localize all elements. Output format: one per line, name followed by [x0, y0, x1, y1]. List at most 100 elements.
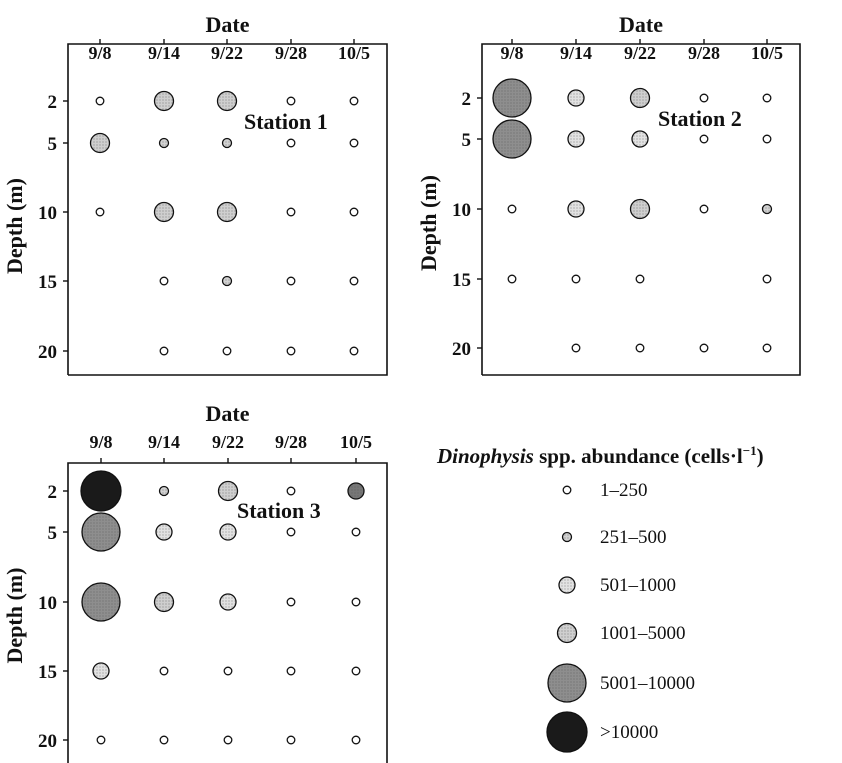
data-point — [92, 662, 110, 680]
data-point — [81, 582, 121, 622]
data-point — [159, 276, 169, 286]
legend-label: >10000 — [600, 722, 658, 743]
data-point — [351, 597, 361, 607]
x-tick-label: 9/28 — [275, 43, 307, 63]
y-tick-label: 10 — [38, 593, 57, 614]
data-point — [349, 207, 359, 217]
data-point — [349, 138, 359, 148]
data-point — [286, 207, 296, 217]
legend-title-rest: spp. abundance (cells·l — [534, 444, 743, 468]
data-point — [571, 343, 581, 353]
x-tick-label: 9/14 — [148, 43, 180, 63]
data-point — [217, 480, 239, 502]
legend-swatch — [546, 711, 588, 753]
data-point — [81, 512, 121, 552]
y-axis-title: Depth (m) — [2, 568, 27, 664]
x-tick-label: 9/14 — [148, 432, 180, 452]
panel-station-2: Date 9/8 9/14 9/22 9/28 10/5 2 5 10 15 20 Depth (m)… — [416, 12, 801, 376]
x-tick-label: 10/5 — [340, 432, 372, 452]
data-point — [567, 89, 585, 107]
y-tick-label: 15 — [452, 270, 471, 291]
station-title: Station 1 — [244, 109, 328, 134]
data-point — [159, 735, 169, 745]
y-tick-label: 10 — [452, 200, 471, 221]
data-point — [158, 485, 170, 497]
data-point — [219, 593, 237, 611]
data-point — [222, 346, 232, 356]
data-point — [286, 276, 296, 286]
legend: Dinophysis spp. abundance (cells·l−1) 1–… — [436, 443, 764, 753]
data-point — [507, 204, 517, 214]
data-point — [762, 93, 772, 103]
data-point — [158, 137, 170, 149]
legend-swatch — [547, 663, 587, 703]
data-point — [349, 346, 359, 356]
y-tick-label: 5 — [462, 130, 472, 151]
legend-item: 501–1000 — [558, 575, 676, 596]
data-point — [80, 470, 122, 512]
y-tick-label: 20 — [38, 731, 57, 752]
legend-item: 1–250 — [562, 480, 648, 501]
y-axis-title: Depth (m) — [2, 178, 27, 274]
data-point — [351, 666, 361, 676]
data-point — [216, 201, 238, 223]
data-point — [347, 482, 365, 500]
data-point — [762, 343, 772, 353]
data-point — [351, 527, 361, 537]
plot-frame — [67, 43, 388, 376]
data-point — [153, 90, 175, 112]
plot-frame — [481, 43, 801, 376]
y-tick-label: 20 — [38, 342, 57, 363]
legend-label: 251–500 — [600, 527, 667, 548]
data-point — [155, 523, 173, 541]
x-tick-label: 9/8 — [88, 43, 111, 63]
x-tick-label: 9/14 — [560, 43, 592, 63]
legend-swatch — [558, 576, 576, 594]
x-axis-title: Date — [206, 12, 250, 37]
y-tick-label: 10 — [38, 203, 57, 224]
data-point — [571, 274, 581, 284]
data-point — [221, 275, 233, 287]
data-point — [567, 200, 585, 218]
data-point — [635, 274, 645, 284]
legend-item: >10000 — [546, 711, 658, 753]
data-point — [762, 134, 772, 144]
data-point — [95, 207, 105, 217]
legend-label: 5001–10000 — [600, 673, 695, 694]
legend-swatch — [556, 622, 578, 644]
y-tick-label: 5 — [48, 134, 58, 155]
data-point — [631, 130, 649, 148]
data-point — [153, 201, 175, 223]
legend-item: 1001–5000 — [556, 622, 686, 644]
y-tick-label: 5 — [48, 523, 58, 544]
x-tick-label: 9/28 — [688, 43, 720, 63]
data-point — [286, 96, 296, 106]
data-point — [219, 523, 237, 541]
data-point — [699, 93, 709, 103]
data-point — [221, 137, 233, 149]
x-axis-title: Date — [206, 401, 250, 426]
legend-title-species: Dinophysis — [436, 444, 534, 468]
data-point — [223, 666, 233, 676]
station-title: Station 2 — [658, 106, 742, 131]
data-point — [492, 78, 532, 118]
x-tick-label: 9/28 — [275, 432, 307, 452]
legend-label: 1–250 — [600, 480, 648, 501]
legend-title-sup: −1 — [743, 443, 757, 458]
panel-station-1: Date 9/8 9/14 9/22 9/28 10/5 2 5 10 15 20 Depth (m)… — [2, 12, 388, 376]
legend-swatch — [562, 485, 572, 495]
legend-label: 1001–5000 — [600, 623, 686, 644]
legend-item: 251–500 — [561, 527, 667, 548]
y-axis-title: Depth (m) — [416, 175, 441, 271]
station-title: Station 3 — [237, 498, 321, 523]
data-point — [159, 666, 169, 676]
x-axis-title: Date — [619, 12, 663, 37]
data-point — [286, 138, 296, 148]
data-point — [507, 274, 517, 284]
data-point — [761, 203, 773, 215]
data-point — [159, 346, 169, 356]
legend-title-close: ) — [757, 444, 764, 468]
y-tick-label: 20 — [452, 339, 471, 360]
legend-title: Dinophysis spp. abundance (cells·l−1) — [436, 443, 764, 468]
